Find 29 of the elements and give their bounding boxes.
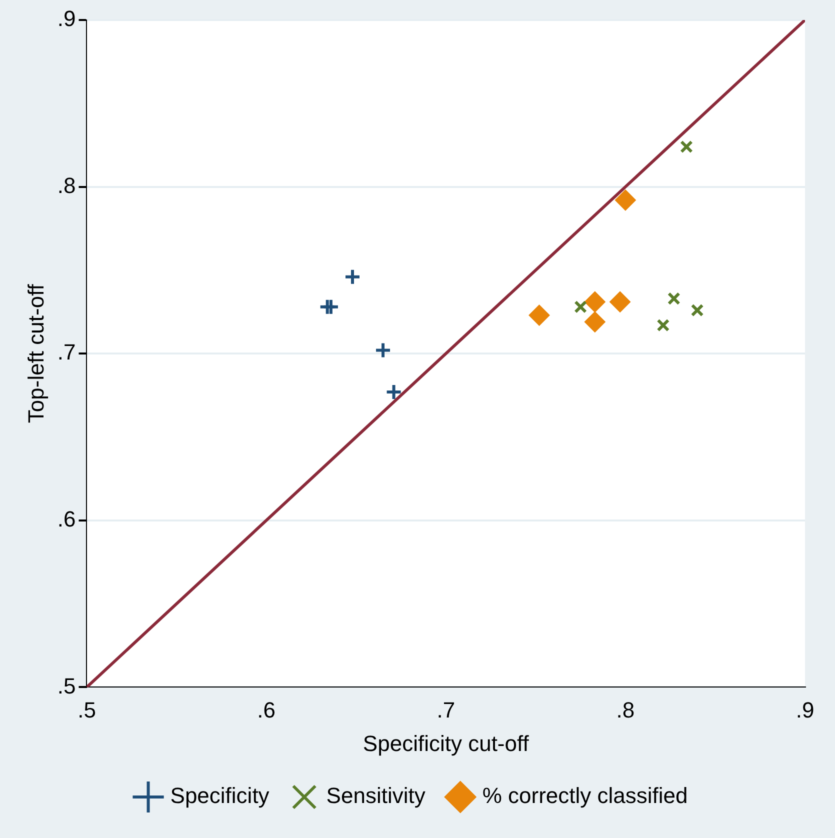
x-axis-title: Specificity cut-off xyxy=(362,730,530,756)
x-tick-label: .7 xyxy=(436,697,456,722)
point xyxy=(690,304,704,317)
x-tick-label: .9 xyxy=(796,697,814,722)
y-axis-title: Top-left cut-off xyxy=(23,283,48,424)
x-tick-label: .6 xyxy=(257,697,276,722)
y-tick-label: .7 xyxy=(57,340,76,365)
legend-label: Sensitivity xyxy=(326,783,426,808)
point xyxy=(584,311,606,332)
legend-label: % correctly classified xyxy=(482,783,688,808)
point xyxy=(584,291,606,312)
point xyxy=(667,292,680,306)
point xyxy=(656,318,670,332)
point xyxy=(680,140,693,154)
point xyxy=(322,298,340,316)
point xyxy=(574,300,587,314)
y-tick-label: .6 xyxy=(57,506,76,532)
y-tick-label: .9 xyxy=(57,6,76,32)
point xyxy=(610,291,631,312)
point xyxy=(374,342,392,359)
point xyxy=(528,304,550,326)
legend-label: Specificity xyxy=(170,783,270,808)
point xyxy=(385,383,402,400)
y-tick-label: .8 xyxy=(57,172,76,198)
point xyxy=(614,190,636,211)
x-tick-label: .5 xyxy=(78,697,96,722)
point xyxy=(344,268,361,286)
x-tick-label: .8 xyxy=(616,697,635,722)
y-tick-label: .5 xyxy=(57,673,76,698)
